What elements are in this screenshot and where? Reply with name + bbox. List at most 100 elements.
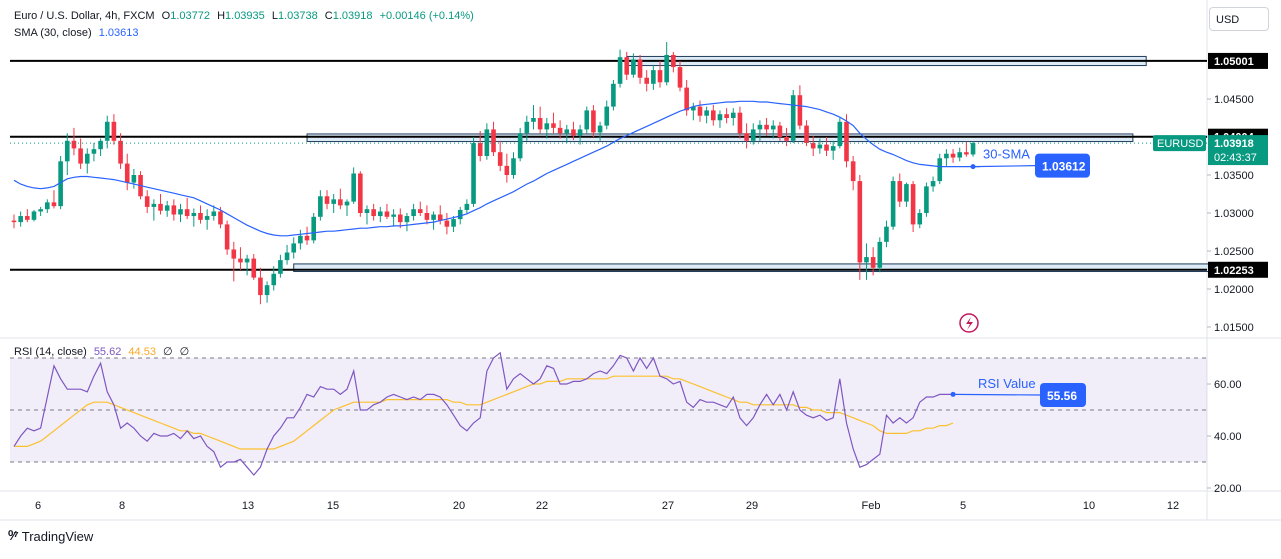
candle-body [404, 216, 410, 223]
candle-body [937, 158, 943, 182]
candle-body [51, 202, 57, 207]
candle-body [711, 110, 716, 121]
last-price-value: 1.03918 [1214, 138, 1254, 150]
candle-body [544, 123, 550, 130]
candle-body [537, 118, 543, 130]
ohlc-high-key: H [217, 10, 226, 22]
candle-body [964, 152, 969, 155]
candle-body [331, 199, 336, 204]
rsi-legend-value: 55.62 [93, 346, 122, 358]
candle-body [637, 59, 643, 78]
time-tick-label-9: 5 [960, 500, 966, 512]
candle-body [597, 125, 603, 133]
candle-body [251, 258, 257, 278]
lightning-icon [966, 317, 973, 330]
candle-body [930, 181, 936, 187]
candle-body [191, 213, 197, 217]
candle-body [11, 220, 17, 223]
candle-body [204, 216, 210, 220]
candle-body [111, 121, 117, 141]
candle-body [617, 57, 623, 84]
candle-body [417, 209, 423, 213]
candle-body [664, 54, 669, 83]
candle-body [164, 205, 170, 211]
time-tick-label-10: 10 [1083, 500, 1095, 512]
candle-body [824, 144, 829, 151]
currency-label: USD [1216, 14, 1240, 26]
candle-body [464, 203, 470, 210]
time-tick-label-11: 12 [1167, 500, 1179, 512]
candle-body [790, 95, 796, 141]
candle-body [504, 165, 510, 175]
time-tick-label-8: Feb [862, 500, 881, 512]
candle-body [671, 54, 676, 68]
candle-body [378, 211, 383, 217]
sma-legend: SMA (30, close) 1.03613 [14, 27, 138, 39]
time-tick-label-6: 27 [662, 500, 674, 512]
tradingview-logo[interactable]: ⁰⁄⁷ TradingView [8, 528, 93, 544]
ohlc-high-value: 1.03935 [225, 10, 265, 22]
candle-body [651, 70, 656, 84]
candle-body [684, 87, 689, 111]
price-tick-label-5: 1.02000 [1214, 284, 1254, 296]
candle-body [151, 203, 157, 207]
candle-body [817, 144, 823, 149]
candle-body [144, 196, 150, 207]
rsi-band-fill [10, 358, 1207, 462]
candle-body [810, 143, 816, 149]
rsi-annotation-dot [950, 391, 956, 397]
candle-body [830, 146, 836, 151]
sma-annotation-connector [973, 165, 1036, 168]
candle-body [457, 209, 463, 220]
candle-body [424, 213, 430, 220]
price-tick-label-6: 1.01500 [1214, 322, 1254, 334]
ohlc-open-key: O [161, 10, 171, 22]
symbol-legend: Euro / U.S. Dollar, 4h, FXCM O1.03772 H1… [14, 10, 474, 22]
price-tick-label-3: 1.03000 [1214, 208, 1254, 220]
candle-body [64, 140, 70, 162]
candle-body [171, 205, 177, 215]
candle-body [391, 214, 396, 217]
sma-value: 1.03613 [98, 27, 139, 39]
rsi-ma-legend-value: 44.53 [128, 346, 156, 358]
level-label-2: 1.02253 [1214, 265, 1254, 277]
candle-body [857, 181, 863, 263]
candle-body [311, 216, 316, 241]
candle-body [944, 153, 949, 159]
symbol-tag-bg [1153, 135, 1206, 152]
candle-body [784, 137, 789, 141]
level-label-bg-2 [1208, 261, 1268, 278]
candle-body [238, 258, 243, 263]
candle-body [904, 184, 909, 202]
candle-body [224, 224, 230, 250]
rsi-tick-label-2: 20.00 [1214, 483, 1242, 495]
time-tick-label-5: 22 [536, 500, 548, 512]
candle-body [957, 152, 963, 158]
ohlc-low-value: 1.03738 [277, 10, 318, 22]
candle-body [344, 201, 350, 206]
candle-body [431, 214, 436, 220]
time-tick-label-2: 13 [242, 500, 254, 512]
candle-body [371, 209, 376, 217]
sma-annotation-dot [970, 164, 976, 170]
rsi-extra-1: ∅ [163, 346, 173, 358]
candle-body [444, 220, 450, 227]
ohlc-close-value: 1.03918 [332, 10, 373, 22]
candle-body [604, 106, 610, 126]
candle-body [837, 121, 843, 147]
currency-button[interactable]: USD [1209, 7, 1269, 31]
level-label-bg-0 [1208, 52, 1268, 69]
candle-body [384, 211, 390, 217]
candle-body [704, 110, 709, 116]
candle-body [91, 149, 97, 154]
candle-body [18, 216, 23, 223]
rsi-tick-label-1: 40.00 [1214, 431, 1242, 443]
candle-body [318, 196, 323, 217]
price-tick-label-4: 1.02500 [1214, 246, 1254, 258]
time-tick-label-1: 8 [119, 500, 125, 512]
level-label-0: 1.05001 [1214, 56, 1254, 68]
candle-body [477, 143, 483, 156]
candle-body [924, 186, 929, 213]
candle-body [950, 153, 956, 158]
